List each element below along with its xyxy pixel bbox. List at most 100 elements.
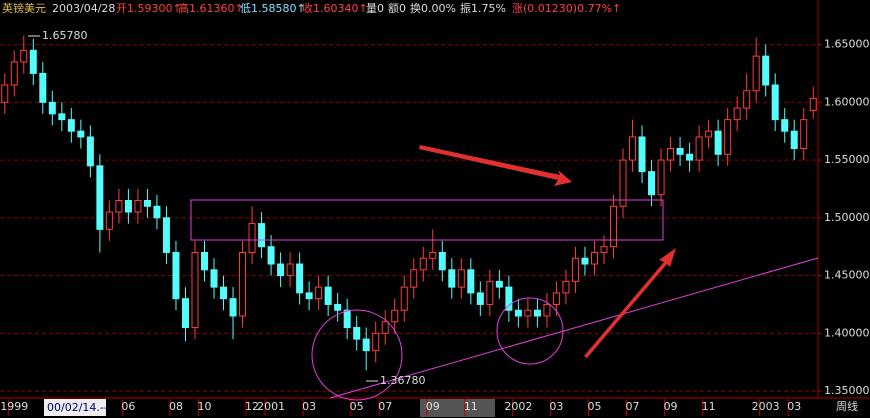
x-tick-label: 05 — [587, 400, 601, 413]
scroll-highlight — [420, 399, 495, 417]
candle-body — [438, 251, 446, 271]
instrument-name: 英镑美元 — [2, 1, 46, 15]
candle-body — [419, 257, 427, 271]
x-tick-label: 2002 — [504, 400, 532, 413]
candle-body — [638, 136, 646, 173]
y-tick-label: 1.35000 — [824, 384, 870, 397]
candle-body — [781, 119, 789, 132]
header-date: 2003/04/28 — [52, 2, 115, 15]
candle-body — [20, 49, 28, 63]
candle-body — [96, 165, 104, 230]
candle-body — [286, 263, 294, 277]
candle-body — [86, 136, 94, 167]
candle-body — [733, 107, 741, 121]
candle-body — [714, 130, 722, 155]
cursor-label-box — [44, 399, 106, 416]
annotation: 1.36780 — [380, 374, 426, 387]
period-label[interactable]: 周线 — [836, 399, 858, 413]
candle-body — [429, 251, 437, 259]
candle-body — [67, 119, 75, 132]
candle-body — [362, 338, 370, 352]
candle-body — [153, 205, 161, 219]
candle-body — [48, 101, 56, 115]
candle-body — [695, 136, 703, 161]
x-tick-label: 03 — [302, 400, 316, 413]
candle-body — [248, 223, 256, 253]
candle-body — [533, 309, 541, 317]
candle-body — [1, 84, 9, 103]
candle-body — [686, 153, 694, 161]
header-high: 高1.61360↑ — [178, 1, 244, 15]
candle-body — [676, 148, 684, 155]
candle-body — [267, 246, 275, 265]
candle-body — [486, 280, 494, 305]
highlight-circle — [311, 309, 403, 401]
x-tick-label: 1999 — [0, 400, 28, 413]
candle-body — [343, 309, 351, 329]
candle-body — [495, 280, 503, 288]
candle-body — [391, 309, 399, 323]
candle-body — [181, 298, 189, 329]
candle-body — [600, 246, 608, 253]
y-tick-label: 1.65000 — [824, 38, 870, 51]
candle-body — [10, 61, 18, 86]
x-tick-label: 11 — [464, 400, 478, 413]
candle-body — [476, 292, 484, 305]
candle-body — [809, 97, 817, 111]
candle-body — [201, 251, 208, 271]
candle-body — [210, 269, 218, 288]
candle-body — [562, 280, 570, 294]
candle-body — [410, 269, 418, 288]
candle-body — [324, 286, 332, 305]
y-tick-label: 1.60000 — [824, 95, 870, 108]
y-tick-label: 1.50000 — [824, 211, 870, 224]
candle-body — [400, 286, 408, 311]
header-turnover: 换0.00% — [410, 1, 456, 15]
x-tick-label: 10 — [198, 400, 212, 413]
candle-body — [372, 332, 380, 352]
header-amplitude: 振1.75% — [460, 1, 506, 15]
header-open: 开1.59300↑ — [116, 2, 182, 15]
candle-body — [752, 55, 760, 92]
candle-body — [220, 286, 228, 300]
candle-body — [705, 130, 713, 138]
candle-body — [552, 292, 560, 305]
candle-body — [124, 199, 132, 213]
candle-body — [448, 269, 456, 288]
candle-body — [296, 263, 304, 294]
candle-body — [258, 223, 266, 248]
candle-body — [724, 119, 732, 155]
x-tick-label: 08 — [169, 400, 183, 413]
candle-body — [590, 251, 598, 265]
x-tick-label: 07 — [378, 400, 392, 413]
header-close: 收1.60340↑ — [302, 1, 368, 15]
candle-body — [353, 327, 361, 340]
candle-body — [657, 159, 665, 196]
candle-body — [514, 309, 522, 317]
y-tick-label: 1.55000 — [824, 153, 870, 166]
arrow — [584, 248, 676, 358]
highlight-circle — [496, 297, 564, 365]
candle-body — [610, 205, 617, 248]
candle-body — [277, 263, 285, 277]
candle-body — [143, 199, 151, 207]
range-box — [190, 199, 664, 241]
candle-body — [505, 286, 513, 311]
candle-body — [39, 72, 47, 103]
candle-body — [543, 303, 551, 317]
x-tick-label: 03 — [787, 400, 801, 413]
candle-body — [667, 148, 675, 161]
header-change: 涨(0.01230)0.77%↑ — [512, 2, 621, 15]
annotation: 1.65780 — [42, 29, 88, 42]
candle-body — [648, 171, 656, 196]
candle-body — [315, 286, 323, 300]
candle-body — [571, 257, 579, 282]
candle-body — [191, 251, 199, 329]
x-tick-label: 07 — [626, 400, 640, 413]
candle-body — [305, 292, 313, 300]
x-tick-label: 09 — [664, 400, 678, 413]
candle-body — [790, 130, 798, 150]
y-tick-label: 1.40000 — [824, 326, 870, 339]
